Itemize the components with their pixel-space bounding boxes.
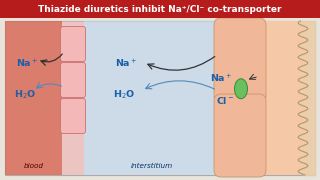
Bar: [0, 0, 320, 18]
Text: H$_2$O: H$_2$O: [113, 89, 135, 101]
Bar: [62, 21, 84, 175]
Bar: [219, 21, 315, 175]
Bar: [5, 21, 315, 175]
Text: interstitium: interstitium: [130, 163, 172, 169]
Bar: [5, 21, 62, 175]
FancyBboxPatch shape: [60, 26, 85, 62]
Text: Na$^+$: Na$^+$: [115, 58, 137, 70]
Text: Na$^+$: Na$^+$: [210, 73, 232, 85]
Text: H$_2$O: H$_2$O: [14, 89, 36, 101]
Text: Cl$^-$: Cl$^-$: [216, 95, 234, 106]
FancyBboxPatch shape: [60, 98, 85, 134]
Bar: [84, 21, 219, 175]
FancyBboxPatch shape: [60, 62, 85, 98]
Text: blood: blood: [23, 163, 44, 169]
FancyBboxPatch shape: [214, 18, 266, 103]
Text: Na$^+$: Na$^+$: [16, 58, 38, 70]
FancyBboxPatch shape: [214, 94, 266, 177]
Ellipse shape: [235, 79, 247, 99]
Text: Thiazide diuretics inhibit Na⁺/Cl⁻ co-transporter: Thiazide diuretics inhibit Na⁺/Cl⁻ co-tr…: [38, 4, 282, 14]
